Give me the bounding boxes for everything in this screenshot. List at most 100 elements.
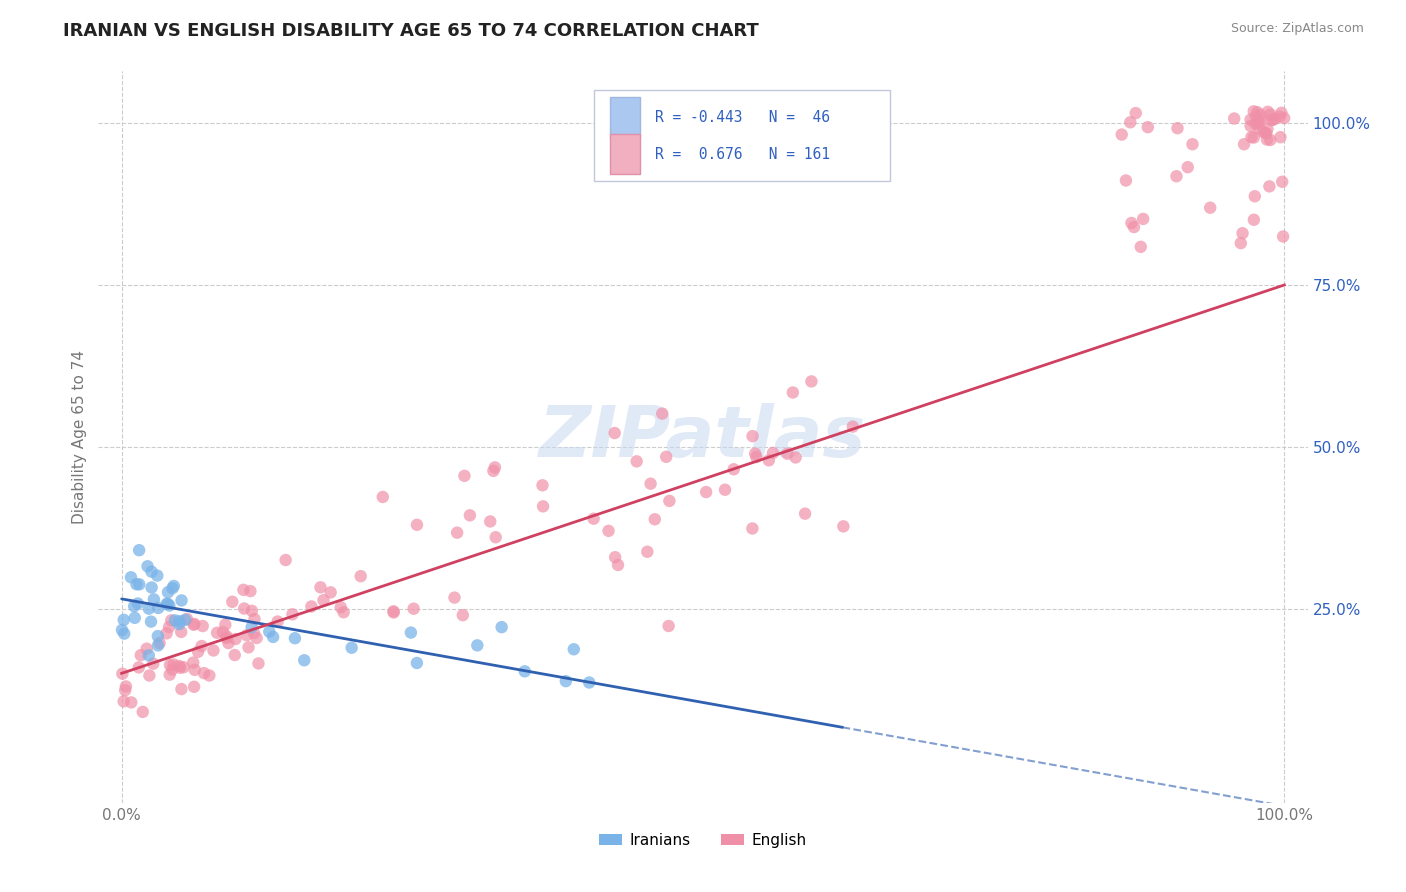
Point <box>183 680 205 694</box>
Point <box>1233 137 1256 152</box>
Point <box>485 530 508 544</box>
Point <box>1232 226 1254 240</box>
Point <box>1256 133 1278 147</box>
Point <box>187 645 209 659</box>
Point <box>402 601 425 615</box>
Point <box>224 632 246 646</box>
Point <box>146 639 169 653</box>
Point <box>741 429 763 443</box>
Point <box>350 569 373 583</box>
Point <box>1264 112 1286 126</box>
Point <box>605 550 627 565</box>
Point <box>215 629 238 643</box>
Point <box>382 604 405 618</box>
Point <box>193 666 215 681</box>
Point <box>406 656 429 670</box>
Point <box>762 446 785 460</box>
Point <box>312 593 335 607</box>
Point <box>156 597 179 611</box>
Point <box>111 666 134 681</box>
Point <box>531 478 554 492</box>
Point <box>142 592 165 607</box>
Point <box>785 450 807 465</box>
Point <box>146 629 169 643</box>
Point <box>138 668 160 682</box>
Point <box>142 657 165 671</box>
Point <box>319 585 342 599</box>
Point <box>148 636 170 650</box>
Point <box>292 653 315 667</box>
Point <box>491 620 513 634</box>
Point <box>1249 113 1271 128</box>
Point <box>1115 173 1137 187</box>
Point <box>184 663 207 677</box>
Point <box>146 568 169 582</box>
Point <box>215 631 238 645</box>
Point <box>136 559 159 574</box>
Point <box>1240 130 1263 145</box>
Point <box>127 597 149 611</box>
Point <box>554 674 576 689</box>
Point <box>129 648 152 663</box>
Point <box>124 611 146 625</box>
Point <box>157 620 180 634</box>
Point <box>120 695 142 709</box>
Point <box>758 453 780 467</box>
Point <box>191 619 214 633</box>
Point <box>224 648 246 662</box>
Point <box>842 419 865 434</box>
Point <box>181 656 204 670</box>
Point <box>112 694 135 708</box>
Point <box>658 619 681 633</box>
Point <box>794 507 817 521</box>
Point <box>723 462 745 476</box>
Point <box>1111 128 1133 142</box>
Point <box>232 582 254 597</box>
FancyBboxPatch shape <box>610 97 640 137</box>
Point <box>202 643 225 657</box>
Point <box>238 640 260 655</box>
Point <box>458 508 481 523</box>
Point <box>115 680 138 694</box>
Point <box>531 500 554 514</box>
Point <box>776 447 799 461</box>
Point <box>329 600 352 615</box>
Point <box>1256 122 1278 136</box>
Point <box>1132 211 1154 226</box>
Point <box>451 608 474 623</box>
Point <box>1258 133 1281 147</box>
Point <box>1243 212 1265 227</box>
Legend: Iranians, English: Iranians, English <box>593 827 813 854</box>
Point <box>183 617 205 632</box>
Point <box>607 558 630 572</box>
Point <box>190 639 212 653</box>
Point <box>640 476 662 491</box>
Point <box>112 626 135 640</box>
Point <box>745 450 768 464</box>
Point <box>371 490 394 504</box>
Point <box>1230 236 1253 251</box>
Point <box>174 613 197 627</box>
Point <box>247 657 270 671</box>
Point <box>1243 130 1265 145</box>
Point <box>1121 216 1143 230</box>
Point <box>1239 119 1261 133</box>
Point <box>744 446 766 460</box>
Point <box>246 631 269 645</box>
Point <box>626 454 648 468</box>
Point <box>259 624 281 639</box>
Point <box>132 705 155 719</box>
Point <box>1243 189 1265 203</box>
Point <box>159 658 181 673</box>
FancyBboxPatch shape <box>595 90 890 181</box>
Point <box>138 648 160 663</box>
Point <box>122 599 145 614</box>
Point <box>135 641 157 656</box>
Point <box>139 615 162 629</box>
Point <box>183 617 205 632</box>
Point <box>262 630 284 644</box>
Point <box>309 580 332 594</box>
Point <box>157 599 180 613</box>
Point <box>644 512 666 526</box>
Point <box>266 615 288 629</box>
